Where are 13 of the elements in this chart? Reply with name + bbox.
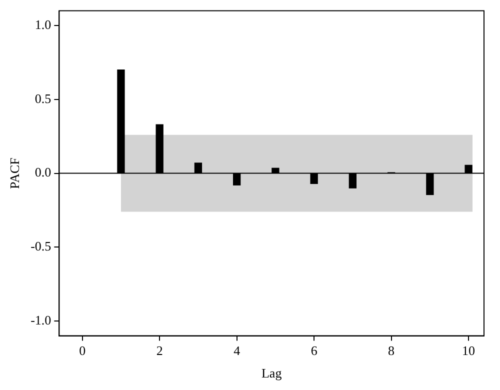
x-tick-label: 4 — [234, 343, 241, 358]
y-tick-label: -1.0 — [30, 312, 52, 328]
y-tick-label: 1.0 — [34, 16, 52, 32]
x-tick-label: 8 — [388, 343, 395, 358]
y-tick-label: -0.5 — [30, 238, 52, 254]
x-axis-title: Lag — [261, 366, 282, 381]
x-tick-label: 2 — [156, 343, 163, 358]
x-tick-label: 10 — [462, 343, 476, 358]
x-tick-label: 0 — [79, 343, 86, 358]
y-tick-label: 0.5 — [34, 90, 52, 106]
x-tick-label: 6 — [310, 343, 318, 358]
y-axis-title: PACF — [7, 158, 22, 189]
y-tick-label: 0.0 — [34, 164, 52, 180]
